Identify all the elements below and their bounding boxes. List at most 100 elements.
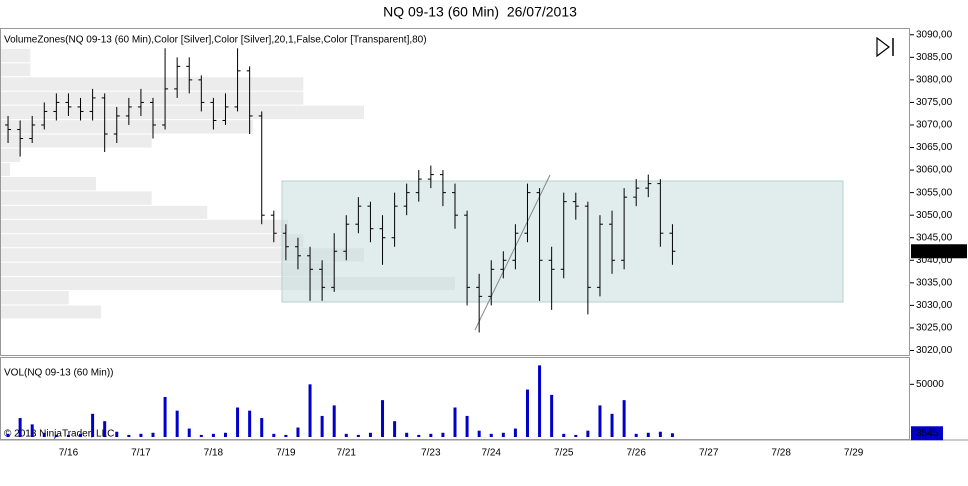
volume-zone — [0, 120, 253, 134]
volume-bar — [115, 431, 119, 437]
volume-bar — [417, 434, 421, 437]
volume-bar — [405, 432, 409, 437]
play-triangle[interactable] — [876, 36, 890, 58]
chart-title: NQ 09-13 (60 Min) 26/07/2013 — [383, 4, 577, 20]
volume-bar — [103, 421, 107, 437]
y-tick-label: 3035,00 — [916, 277, 953, 288]
volume-label: VOL(NQ 09-13 (60 Min)) — [4, 368, 113, 379]
x-tick-label: 7/26 — [626, 448, 646, 459]
volume-zone — [0, 262, 334, 277]
volume-zone — [0, 91, 304, 105]
volume-bar — [211, 433, 215, 437]
volume-bar — [18, 418, 22, 437]
last-price-label: 3042,00 — [915, 246, 952, 257]
volume-zone — [0, 234, 304, 248]
volume-bar — [151, 432, 155, 437]
volume-zone — [0, 105, 364, 120]
volume-bar — [175, 410, 179, 437]
y-tick-label: 3070,00 — [916, 120, 953, 131]
volume-bar — [320, 415, 324, 437]
x-tick-label: 7/27 — [699, 448, 719, 459]
volume-bar — [610, 413, 614, 437]
volume-zone — [0, 219, 289, 234]
last-volume-label: 3545 — [916, 428, 939, 439]
copyright: © 2013 NinjaTrader, LLC — [4, 429, 114, 440]
volume-bar — [260, 418, 264, 437]
volume-bar — [248, 410, 252, 437]
volume-bar — [393, 421, 397, 437]
last-price-box — [911, 244, 967, 259]
x-tick-label: 7/16 — [59, 448, 79, 459]
play-icon[interactable] — [876, 36, 894, 58]
volume-zone — [0, 248, 364, 262]
volume-bar — [598, 405, 602, 437]
volume-bar — [658, 431, 662, 437]
volume-bar — [453, 407, 457, 437]
volume-bar — [429, 433, 433, 437]
x-tick-label: 7/21 — [337, 448, 357, 459]
volume-bar — [513, 428, 517, 437]
y-tick-label: 3085,00 — [916, 52, 953, 63]
volume-zone — [0, 191, 152, 205]
volume-zone — [0, 77, 304, 91]
volume-bar — [6, 433, 10, 437]
volume-zone — [0, 291, 69, 305]
volume-bar — [562, 433, 566, 437]
volume-bar — [441, 432, 445, 437]
volume-bar — [66, 434, 70, 437]
y-tick-label: 3045,00 — [916, 232, 953, 243]
x-tick-label: 7/24 — [482, 448, 502, 459]
y-tick-label: 3060,00 — [916, 165, 953, 176]
y-tick-label: 3065,00 — [916, 142, 953, 153]
volume-bar — [574, 434, 578, 437]
volume-bar — [272, 433, 276, 437]
volume-bar — [223, 432, 227, 437]
volume-bar — [538, 365, 542, 437]
y-tick-label: 3020,00 — [916, 345, 953, 356]
volume-bar — [296, 427, 300, 437]
volume-bar — [187, 428, 191, 437]
volume-zone — [0, 134, 152, 148]
volume-bar — [42, 432, 46, 437]
volume-bar — [670, 433, 674, 437]
price-panel — [0, 28, 910, 356]
volume-bar — [356, 434, 360, 437]
volume-bar — [332, 405, 336, 437]
y-tick-label: 3090,00 — [916, 29, 953, 40]
volume-zone — [0, 148, 21, 162]
volume-bar — [477, 430, 481, 437]
trend-line — [474, 174, 551, 331]
y-tick-label: 3025,00 — [916, 323, 953, 334]
x-tick-label: 7/25 — [554, 448, 574, 459]
volume-bar — [344, 433, 348, 437]
volume-bar — [381, 400, 385, 437]
y-tick-label: 50000 — [916, 379, 944, 390]
volume-bar — [30, 424, 34, 437]
x-tick-label: 7/28 — [771, 448, 791, 459]
last-volume-box — [911, 426, 943, 441]
volume-bar — [489, 433, 493, 437]
y-tick-label: 3040,00 — [916, 255, 953, 266]
volume-bar — [501, 432, 505, 437]
volume-bar — [236, 407, 240, 437]
volume-zone — [0, 48, 31, 63]
volume-bar — [54, 434, 58, 437]
y-tick-label: 3050,00 — [916, 210, 953, 221]
y-tick-label: 3030,00 — [916, 300, 953, 311]
volume-bar — [550, 394, 554, 437]
volume-zone — [0, 176, 97, 191]
volume-zone — [0, 162, 11, 176]
volume-bar — [465, 415, 469, 437]
y-tick-label: 3075,00 — [916, 97, 953, 108]
volume-bar — [308, 384, 312, 437]
volume-bar — [634, 433, 638, 437]
volume-zone — [0, 205, 208, 219]
volume-bar — [127, 434, 131, 437]
volume-bar — [199, 434, 203, 437]
volume-bar — [586, 430, 590, 437]
volume-bar — [79, 433, 83, 437]
x-tick-label: 7/19 — [276, 448, 296, 459]
volume-bar — [139, 433, 143, 437]
x-tick-label: 7/23 — [421, 448, 441, 459]
drawn-rectangle — [281, 180, 844, 303]
